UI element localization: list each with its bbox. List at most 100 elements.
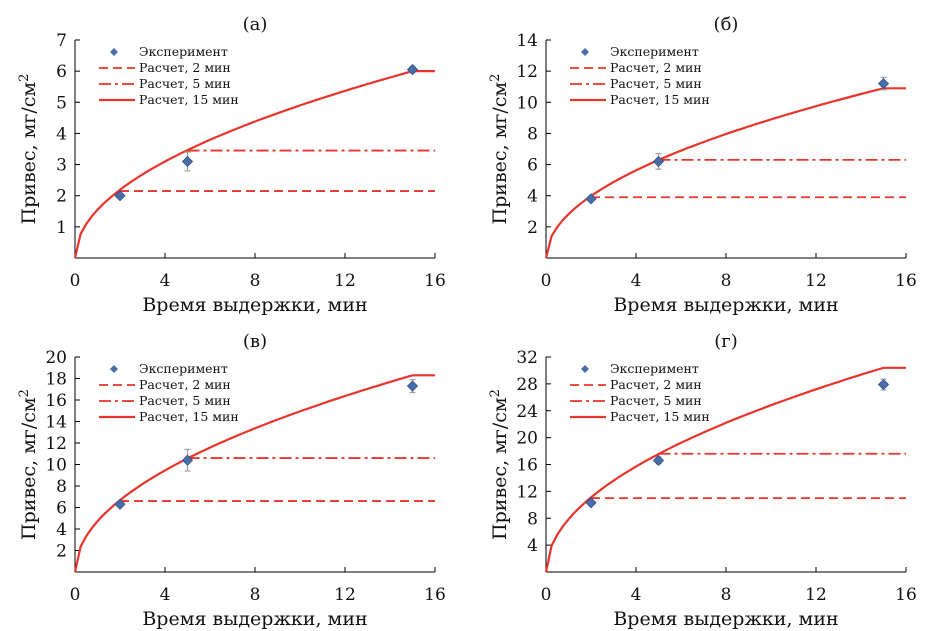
x-tick-label: 16 [895,271,917,291]
y-tick-label: 2 [56,187,67,207]
x-tick-label: 4 [160,585,171,605]
x-tick-label: 0 [70,271,81,291]
y-axis-title-superscript: 2 [17,74,32,82]
y-tick-label: 20 [516,429,538,449]
y-tick-label: 2 [527,218,538,238]
data-point-experiment [406,64,419,76]
y-axis-title-superscript: 2 [488,74,503,82]
data-point-experiment [406,380,419,392]
y-tick-label: 14 [516,31,538,51]
panel-label: (а) [243,14,268,35]
y-tick-label: 28 [516,375,538,395]
legend-label-calc-5: Расчет, 5 мин [610,393,702,408]
y-axis-title-superscript: 2 [488,389,503,397]
legend-label-calc-2: Расчет, 2 мин [139,377,231,392]
y-tick-label: 12 [516,62,538,82]
legend-label-calc-15: Расчет, 15 мин [139,409,239,424]
panel-label: (б) [714,14,739,35]
x-tick-label: 0 [541,585,552,605]
x-tick-label: 16 [895,585,917,605]
y-tick-label: 5 [56,93,67,113]
y-tick-label: 1 [56,218,67,238]
y-axis-title-text: Привес, мг/см [18,82,40,225]
data-point-experiment [652,155,665,168]
legend-label-calc-5: Расчет, 5 мин [139,76,231,91]
y-tick-label: 7 [56,31,67,51]
x-tick-label: 4 [160,271,171,291]
y-tick-label: 3 [56,156,67,176]
y-tick-label: 8 [527,124,538,144]
series-line-calc-15 [544,366,906,573]
y-tick-label: 12 [516,482,538,502]
x-tick-label: 4 [631,271,642,291]
x-axis-title: Время выдержки, мин [142,294,367,316]
legend-marker-experiment [110,48,118,56]
chart-panel: (б) 0 4 8 12 16 2 4 6 8 10 12 14 Время выдержки, мин П… [488,14,917,316]
y-axis-title: Привес, мг/см2 [488,389,511,540]
legend-label-calc-5: Расчет, 5 мин [139,393,231,408]
x-tick-label: 16 [424,585,446,605]
y-tick-label: 14 [45,413,67,433]
legend-label-calc-2: Расчет, 2 мин [610,60,702,75]
y-tick-label: 4 [56,520,67,540]
x-tick-label: 0 [541,271,552,291]
y-tick-label: 2 [56,542,67,562]
y-tick-label: 18 [45,370,67,390]
y-tick-label: 10 [516,93,538,113]
x-tick-label: 8 [721,271,732,291]
x-tick-label: 8 [250,585,261,605]
data-point-experiment [114,190,126,202]
y-axis-title: Привес, мг/см2 [17,389,40,540]
y-axis-title-text: Привес, мг/см [489,82,511,225]
panel-label: (г) [714,331,737,352]
legend-label-calc-15: Расчет, 15 мин [610,92,710,107]
data-point-experiment [114,498,126,510]
y-axis-title: Привес, мг/см2 [488,74,511,225]
x-tick-label: 8 [721,585,732,605]
legend-marker-experiment [581,365,589,373]
y-tick-label: 8 [527,509,538,529]
legend-label-experiment: Эксперимент [139,44,228,59]
legend-label-calc-2: Расчет, 2 мин [139,60,231,75]
legend-label-calc-15: Расчет, 15 мин [139,92,239,107]
series-line-calc-15 [73,374,435,573]
y-tick-label: 32 [516,348,538,368]
legend-label-calc-15: Расчет, 15 мин [610,409,710,424]
legend-label-experiment: Эксперимент [610,361,699,376]
legend-marker-experiment [581,48,589,56]
data-point-experiment [585,497,597,509]
y-axis-title-text: Привес, мг/см [18,397,40,540]
data-point-experiment [181,155,194,168]
y-axis-title-text: Привес, мг/см [489,397,511,540]
x-axis-title: Время выдержки, мин [142,608,367,630]
data-point-experiment [585,193,597,205]
panel-label: (в) [243,331,267,352]
data-point-experiment [652,454,665,467]
x-tick-label: 12 [334,585,356,605]
x-axis-title: Время выдержки, мин [613,608,838,630]
y-tick-label: 16 [45,391,67,411]
legend-label-experiment: Эксперимент [139,361,228,376]
y-tick-label: 8 [56,477,67,497]
y-tick-label: 4 [527,187,538,207]
chart-panel: (г) 0 4 8 12 16 4 8 12 16 20 24 28 32 Время выдержки, … [488,331,917,630]
data-point-experiment [181,454,194,466]
x-tick-label: 16 [424,271,446,291]
legend-label-calc-2: Расчет, 2 мин [610,377,702,392]
legend-marker-experiment [110,365,118,373]
x-tick-label: 12 [805,271,827,291]
x-tick-label: 0 [70,585,81,605]
y-tick-label: 4 [56,124,67,144]
series-line-calc-15 [544,87,906,259]
y-tick-label: 4 [527,536,538,556]
legend-label-calc-5: Расчет, 5 мин [610,76,702,91]
y-axis-title-superscript: 2 [17,389,32,397]
data-point-experiment [877,78,890,90]
series-line-calc-15 [73,70,435,259]
x-tick-label: 8 [250,271,261,291]
legend-label-experiment: Эксперимент [610,44,699,59]
y-tick-label: 6 [527,156,538,176]
